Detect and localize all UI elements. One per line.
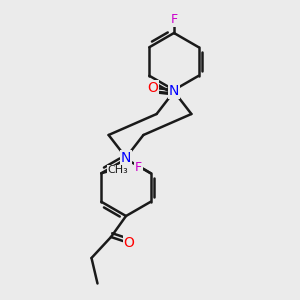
Text: F: F [170,13,178,26]
Text: N: N [121,151,131,164]
Text: N: N [169,85,179,98]
Text: CH₃: CH₃ [107,165,128,175]
Text: O: O [124,236,134,250]
Text: F: F [135,161,142,174]
Text: O: O [148,81,158,95]
